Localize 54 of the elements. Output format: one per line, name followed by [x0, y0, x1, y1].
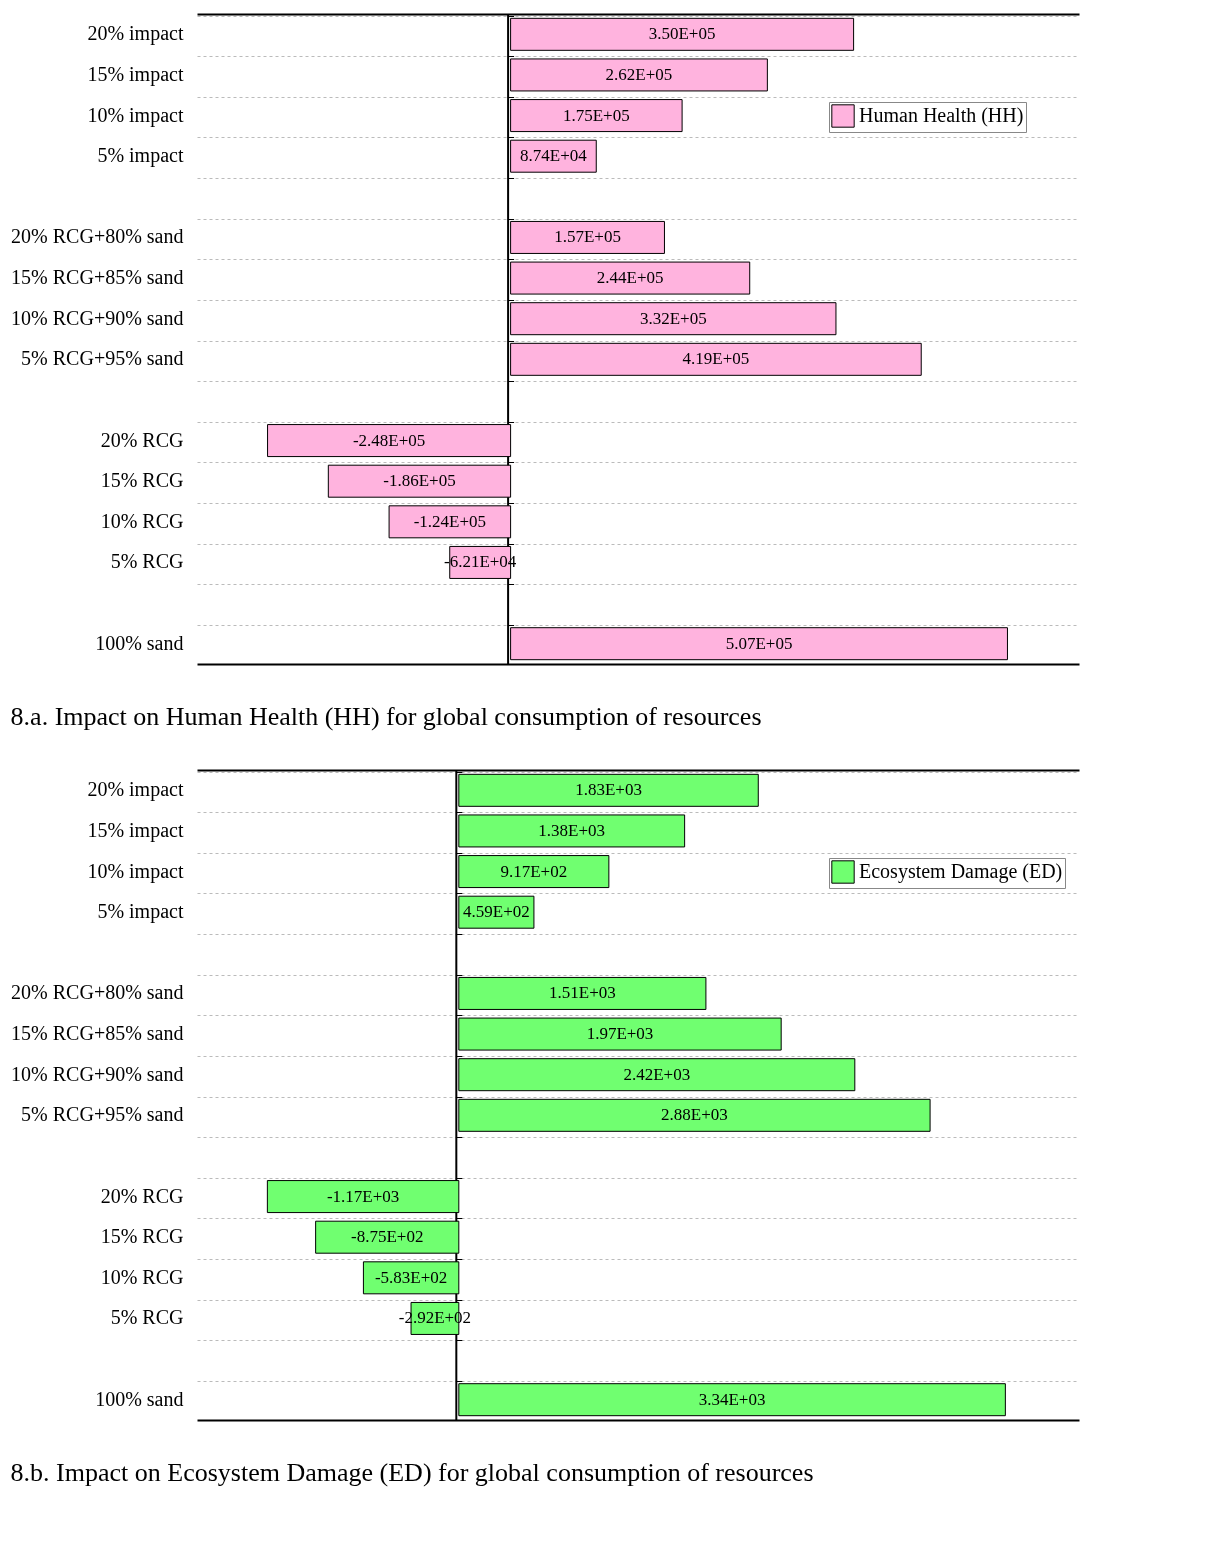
data-label: 3.32E+05: [639, 308, 707, 328]
y-tick-label: 15% RCG+85% sand: [11, 266, 184, 289]
data-label: 1.75E+05: [562, 105, 630, 125]
y-tick-label: 10% RCG+90% sand: [11, 306, 184, 329]
text: 8.a. Impact on Human Health (HH) for global consumption of resources: [10, 702, 762, 731]
data-label: 4.19E+05: [682, 349, 750, 369]
y-tick-label: 20% RCG: [100, 1184, 184, 1207]
text: 8.b. Impact on Ecosystem Damage (ED) for global consumption of resources: [10, 1458, 814, 1487]
data-label: -8.75E+02: [351, 1227, 424, 1247]
data-label: 3.34E+03: [698, 1389, 766, 1409]
y-tick-label: 15% impact: [87, 62, 184, 86]
y-tick-label: 100% sand: [95, 1387, 184, 1410]
y-tick-label: 5% RCG+95% sand: [21, 347, 184, 370]
legend-label: Human Health (HH): [859, 104, 1024, 127]
data-label: 3.50E+05: [648, 24, 716, 44]
y-tick-label: 15% RCG+85% sand: [11, 1022, 184, 1045]
y-tick-label: 20% impact: [87, 22, 184, 46]
y-tick-label: 20% impact: [87, 778, 184, 802]
data-label: 4.59E+02: [463, 902, 530, 922]
data-label: -1.24E+05: [413, 511, 487, 531]
y-tick-label: 15% RCG: [100, 1225, 184, 1248]
data-label: -2.48E+05: [352, 430, 426, 450]
y-tick-label: 10% impact: [87, 103, 184, 127]
legend-label: Ecosystem Damage (ED): [859, 860, 1063, 883]
y-tick-label: 20% RCG+80% sand: [11, 981, 184, 1004]
data-label: 1.97E+03: [586, 1024, 654, 1044]
data-label: 1.51E+03: [549, 983, 616, 1003]
y-tick-label: 15% impact: [87, 818, 184, 842]
data-label: 1.83E+03: [575, 780, 642, 800]
data-label: 2.42E+03: [623, 1064, 691, 1084]
data-label: -1.17E+03: [326, 1186, 400, 1206]
data-label: -5.83E+02: [374, 1267, 448, 1287]
y-tick-label: 10% RCG: [100, 509, 184, 532]
y-tick-label: 5% impact: [97, 144, 184, 168]
data-label: 2.88E+03: [661, 1105, 728, 1125]
data-label: 1.38E+03: [538, 820, 606, 840]
y-tick-label: 5% RCG: [110, 550, 184, 573]
y-tick-label: 20% RCG: [100, 428, 184, 451]
data-label: -1.86E+05: [383, 471, 456, 491]
data-label: 5.07E+05: [725, 633, 793, 653]
y-tick-label: 5% RCG: [110, 1306, 184, 1329]
data-label: 2.62E+05: [605, 64, 673, 84]
y-tick-label: 10% impact: [87, 859, 184, 883]
y-tick-label: 10% RCG+90% sand: [11, 1062, 184, 1085]
y-tick-label: 5% impact: [97, 900, 184, 924]
y-tick-label: 5% RCG+95% sand: [21, 1103, 184, 1126]
y-tick-label: 20% RCG+80% sand: [11, 225, 184, 248]
data-label: 8.74E+04: [520, 146, 588, 166]
data-label: 2.44E+05: [596, 268, 664, 288]
y-tick-label: 15% RCG: [100, 469, 184, 492]
y-tick-label: 100% sand: [95, 631, 184, 654]
data-label: 1.57E+05: [554, 227, 621, 247]
y-tick-label: 10% RCG: [100, 1265, 184, 1288]
data-label: 9.17E+02: [500, 861, 568, 881]
